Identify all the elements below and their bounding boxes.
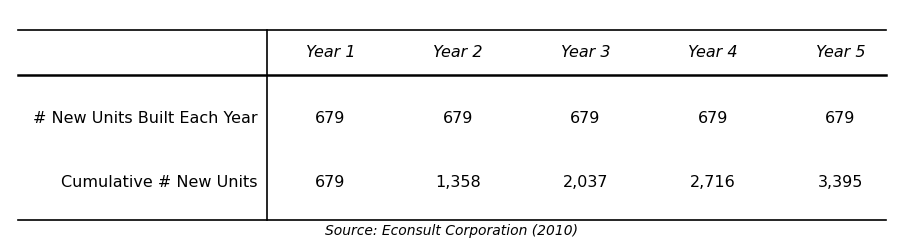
Text: 2,716: 2,716 (689, 175, 735, 190)
Text: # New Units Built Each Year: # New Units Built Each Year (33, 111, 257, 126)
Text: Source: Econsult Corporation (2010): Source: Econsult Corporation (2010) (325, 224, 578, 237)
Text: Year 2: Year 2 (433, 45, 482, 60)
Text: 679: 679 (697, 111, 727, 126)
Text: 679: 679 (824, 111, 854, 126)
Text: Cumulative # New Units: Cumulative # New Units (61, 175, 257, 190)
Text: Year 5: Year 5 (815, 45, 864, 60)
Text: Year 4: Year 4 (687, 45, 737, 60)
Text: Year 1: Year 1 (305, 45, 355, 60)
Text: 679: 679 (315, 111, 345, 126)
Text: 679: 679 (570, 111, 600, 126)
Text: 2,037: 2,037 (562, 175, 608, 190)
Text: 679: 679 (442, 111, 472, 126)
Text: Year 3: Year 3 (560, 45, 610, 60)
Text: 3,395: 3,395 (816, 175, 862, 190)
Text: 679: 679 (315, 175, 345, 190)
Text: 1,358: 1,358 (434, 175, 480, 190)
